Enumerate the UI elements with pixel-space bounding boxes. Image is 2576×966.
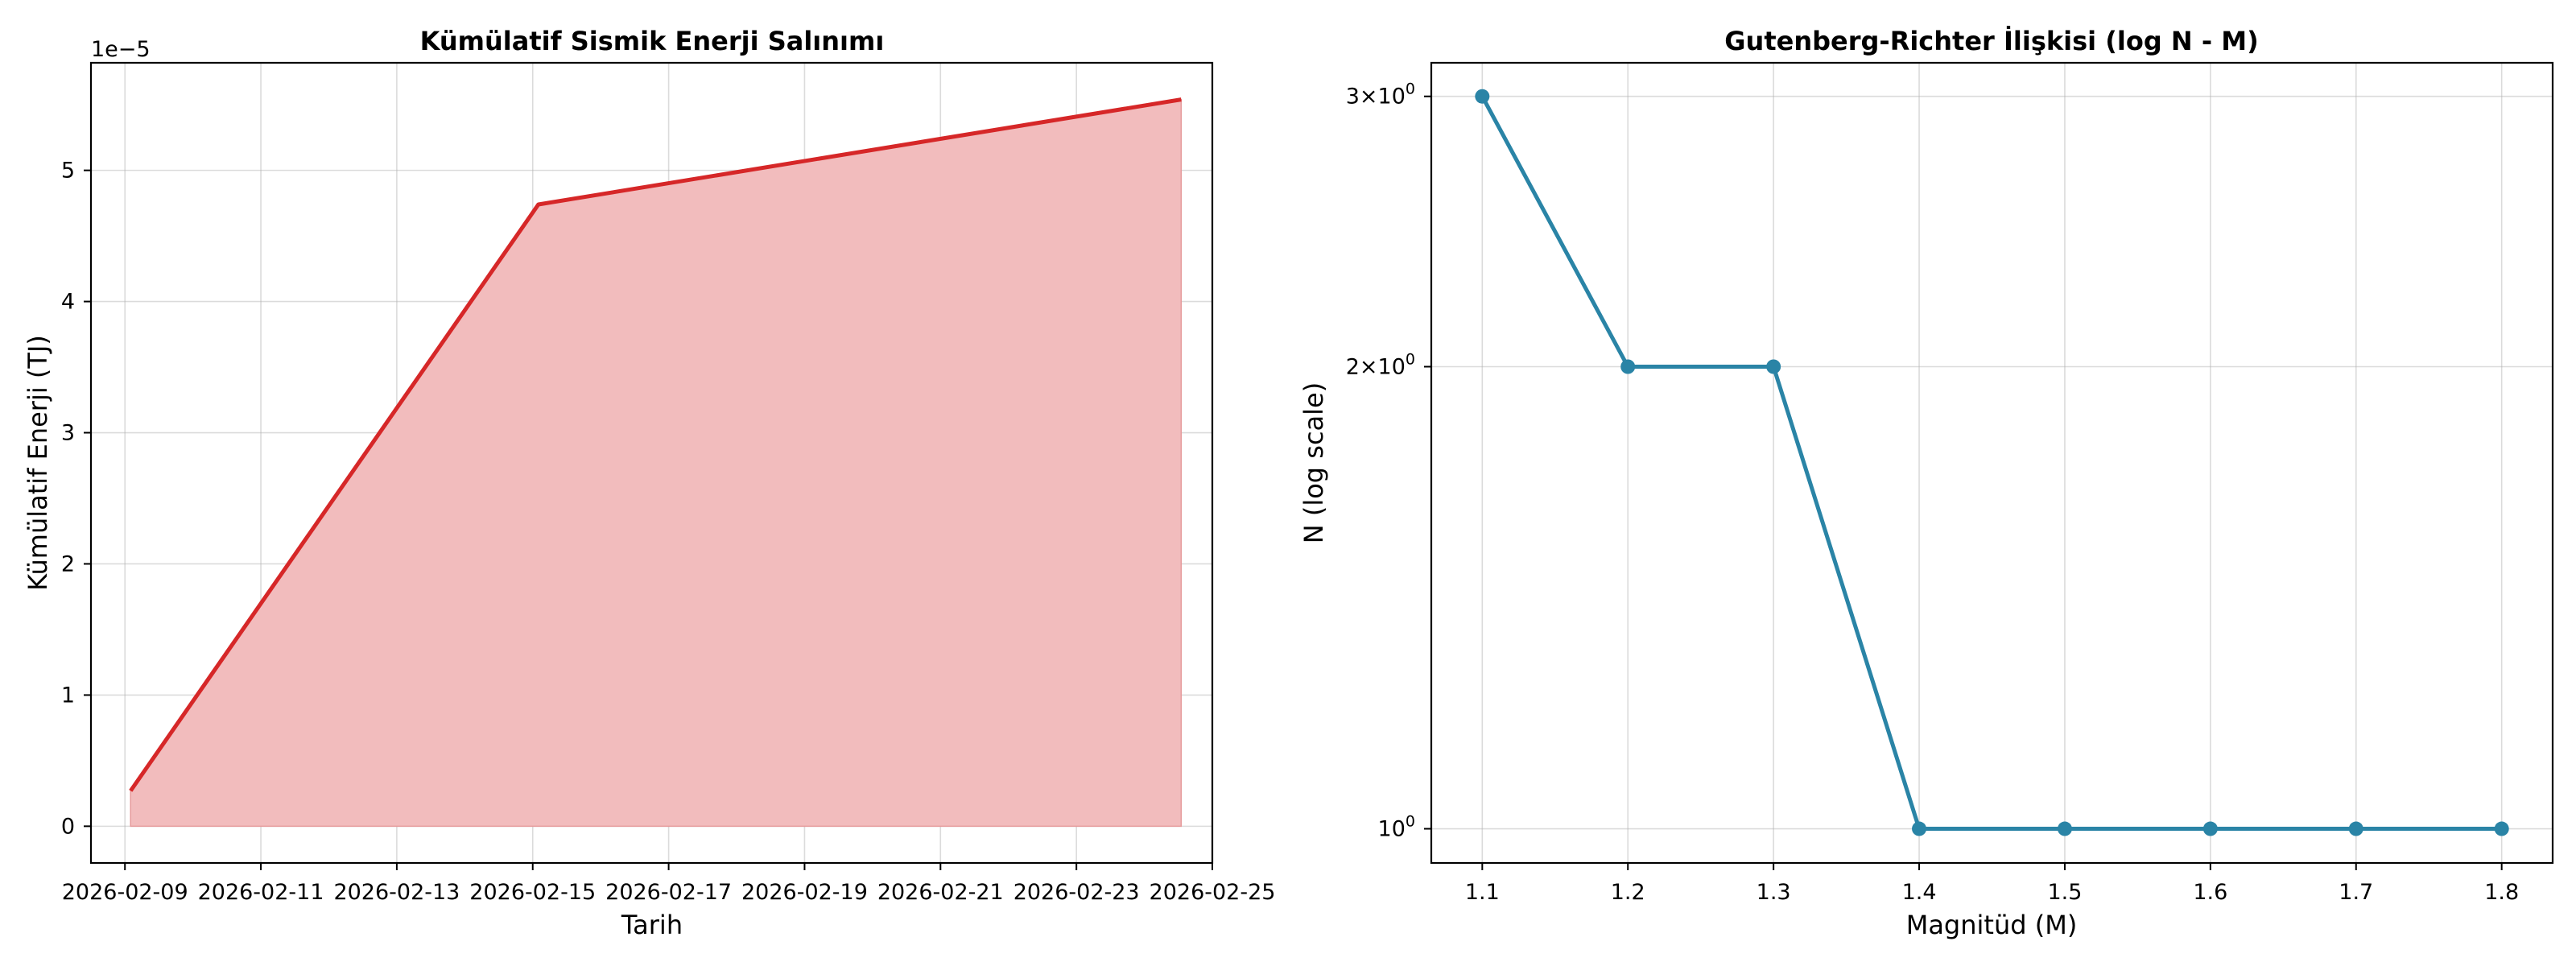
gutenberg-x-tick-label: 1.6 [2193,880,2227,905]
gutenberg-y-tick-label: 100 [1378,813,1415,842]
gutenberg-x-tick-label: 1.2 [1611,880,1645,905]
gutenberg-data-point [2057,821,2072,836]
energy-x-tick-label: 2026-02-19 [741,880,868,905]
energy-area-fill [130,98,1183,828]
energy-x-tick-label: 2026-02-25 [1150,880,1276,905]
gutenberg-y-tick-label: 2×100 [1346,350,1415,379]
energy-y-tick-label: 0 [61,814,75,839]
gutenberg-x-tick-label: 1.5 [2047,880,2082,905]
gutenberg-chart: Gutenberg-Richter İlişkisi (log N - M) 1… [1298,26,2554,940]
energy-x-tick-label: 2026-02-17 [605,880,732,905]
gutenberg-data-point [1766,359,1781,374]
energy-series-line [129,97,1182,792]
energy-chart: Kümülatif Sismik Enerji Salınımı 2026-02… [23,26,1275,940]
energy-y-tick-label: 2 [61,551,75,576]
energy-y-axis-label: Kümülatif Enerji (TJ) [23,335,53,591]
energy-x-axis-label: Tarih [621,910,683,940]
energy-chart-frame [89,61,1214,865]
energy-x-tick-label: 2026-02-09 [62,880,188,905]
energy-chart-title: Kümülatif Sismik Enerji Salınımı [420,26,885,56]
energy-y-tick-label: 1 [61,683,75,708]
energy-x-tick-label: 2026-02-11 [198,880,324,905]
gutenberg-y-axis-label: N (log scale) [1298,382,1329,543]
gutenberg-x-axis-label: Magnitüd (M) [1906,910,2078,940]
energy-y-tick-label: 3 [61,421,75,446]
energy-x-ticks: 2026-02-09 2026-02-11 2026-02-13 2026-02-15… [62,863,1276,905]
energy-x-tick-label: 2026-02-15 [469,880,596,905]
gutenberg-x-tick-label: 1.3 [1757,880,1791,905]
energy-y-ticks: 0 1 2 3 4 5 [61,159,91,839]
gutenberg-chart-frame [1430,61,2554,865]
gutenberg-markers [1475,89,2509,836]
gutenberg-y-tick-label: 3×100 [1346,80,1415,109]
energy-x-tick-label: 2026-02-13 [333,880,460,905]
gutenberg-data-point [2348,821,2363,836]
energy-y-offset-text: 1e−5 [91,37,151,62]
energy-y-tick-label: 4 [61,290,75,315]
gutenberg-chart-grid [1431,63,2553,863]
gutenberg-x-tick-label: 1.4 [1902,880,1937,905]
gutenberg-y-ticks: 3×100 2×100 100 [1346,80,1431,842]
gutenberg-series-line [1480,95,2502,832]
gutenberg-x-ticks: 1.1 1.2 1.3 1.4 1.5 1.6 1.7 1.8 [1465,863,2519,905]
gutenberg-x-tick-label: 1.1 [1465,880,1500,905]
gutenberg-data-point [1475,89,1490,104]
gutenberg-data-point [2202,821,2218,836]
gutenberg-chart-title: Gutenberg-Richter İlişkisi (log N - M) [1724,26,2258,56]
energy-x-tick-label: 2026-02-23 [1013,880,1140,905]
gutenberg-data-point [2494,821,2509,836]
gutenberg-x-tick-label: 1.8 [2484,880,2519,905]
energy-y-tick-label: 5 [61,159,75,184]
gutenberg-x-tick-label: 1.7 [2339,880,2373,905]
energy-x-tick-label: 2026-02-21 [877,880,1004,905]
gutenberg-data-point [1620,359,1636,374]
gutenberg-data-point [1912,821,1927,836]
